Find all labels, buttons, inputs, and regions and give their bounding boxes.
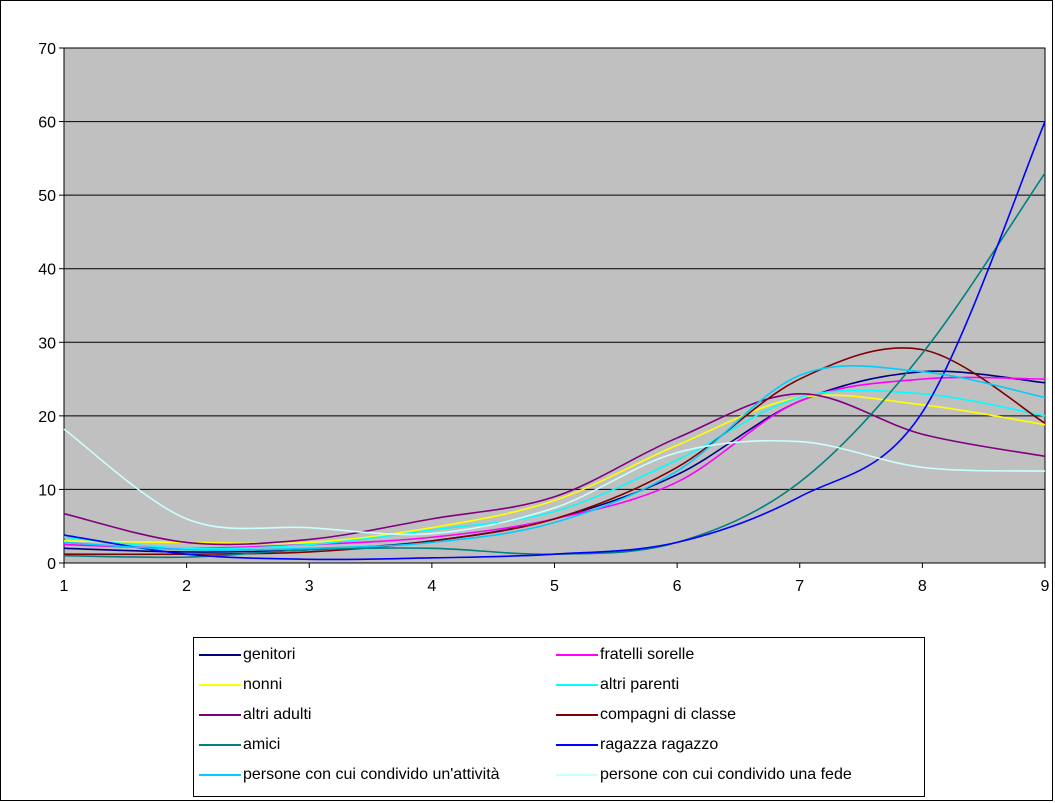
plot-background <box>63 47 1046 564</box>
legend-item: nonni <box>199 673 282 697</box>
y-tick-label: 50 <box>38 188 56 205</box>
legend-swatch <box>199 714 241 716</box>
series-line-8 <box>63 121 1046 561</box>
legend-label: altri adulti <box>243 706 312 723</box>
legend-label: persone con cui condivido un'attività <box>243 766 500 783</box>
legend-item: persone con cui condivido una fede <box>556 763 852 787</box>
series-line-6 <box>63 347 1046 556</box>
series-line-4 <box>63 389 1046 550</box>
legend: genitori fratelli sorelle nonni altri paren… <box>193 637 925 797</box>
y-axis-ticks: 0 10 20 30 40 50 60 70 <box>38 41 64 573</box>
x-tick-label: 2 <box>182 578 191 595</box>
legend-swatch <box>556 714 598 716</box>
legend-swatch <box>556 654 598 656</box>
legend-item: altri parenti <box>556 673 679 697</box>
legend-item: altri adulti <box>199 703 311 727</box>
legend-swatch <box>199 654 241 656</box>
legend-label: genitori <box>243 646 296 663</box>
y-tick-label: 60 <box>38 115 56 132</box>
legend-swatch <box>199 684 241 686</box>
x-axis-ticks: 1 2 3 4 5 6 7 8 9 <box>60 563 1050 595</box>
legend-swatch <box>556 774 598 776</box>
series-line-10 <box>63 428 1046 536</box>
x-tick-label: 9 <box>1041 578 1050 595</box>
legend-label: altri parenti <box>600 676 680 693</box>
legend-item: ragazza ragazzo <box>556 733 718 757</box>
legend-item: genitori <box>199 643 295 667</box>
y-tick-label: 0 <box>47 556 56 573</box>
y-tick-label: 20 <box>38 409 56 426</box>
legend-swatch <box>199 744 241 746</box>
x-tick-label: 7 <box>795 578 804 595</box>
series-line-5 <box>63 392 1046 546</box>
y-tick-label: 70 <box>38 41 56 58</box>
legend-item: compagni di classe <box>556 703 736 727</box>
legend-swatch <box>556 744 598 746</box>
x-tick-label: 8 <box>918 578 927 595</box>
legend-item: amici <box>199 733 280 757</box>
series-lines <box>63 121 1046 561</box>
y-tick-label: 30 <box>38 335 56 352</box>
series-line-3 <box>63 394 1046 545</box>
y-tick-label: 40 <box>38 262 56 279</box>
y-tick-label: 10 <box>38 482 56 499</box>
grid-lines <box>64 121 1045 490</box>
legend-label: amici <box>243 736 281 753</box>
legend-label: compagni di classe <box>600 706 737 723</box>
legend-label: nonni <box>243 676 283 693</box>
x-tick-label: 4 <box>427 578 436 595</box>
x-tick-label: 5 <box>550 578 559 595</box>
legend-label: fratelli sorelle <box>600 646 695 663</box>
series-line-9 <box>63 365 1046 551</box>
legend-swatch <box>556 684 598 686</box>
legend-item: fratelli sorelle <box>556 643 694 667</box>
x-tick-label: 6 <box>673 578 682 595</box>
legend-swatch <box>199 774 241 776</box>
x-tick-label: 1 <box>60 578 69 595</box>
legend-label: persone con cui condivido una fede <box>600 766 852 783</box>
legend-label: ragazza ragazzo <box>600 736 719 753</box>
x-tick-label: 3 <box>305 578 314 595</box>
legend-item: persone con cui condivido un'attività <box>199 763 500 787</box>
